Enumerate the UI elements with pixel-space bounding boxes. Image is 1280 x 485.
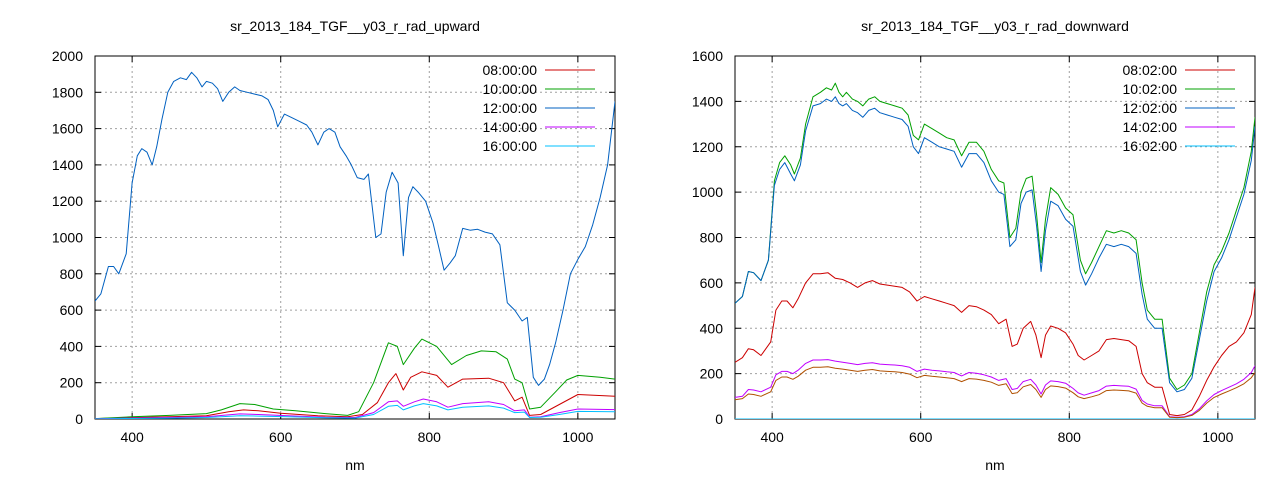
series-line-1 xyxy=(735,82,1255,390)
chart-1: sr_2013_184_TGF__y03_r_rad_downward 400 60… xyxy=(692,18,1256,473)
series-line-5 xyxy=(735,366,1255,419)
x-tick-label: 1000 xyxy=(1202,429,1233,445)
series-line-3 xyxy=(735,359,1255,418)
x-tick-label: 800 xyxy=(1058,429,1082,445)
y-tick-label: 1400 xyxy=(52,157,83,173)
series-line-0 xyxy=(95,371,615,419)
series-line-3 xyxy=(95,398,615,419)
x-tick-label: 800 xyxy=(418,429,442,445)
legend-label: 08:00:00 xyxy=(483,62,538,78)
y-tick-label: 400 xyxy=(60,338,84,354)
legend-label: 10:00:00 xyxy=(483,81,538,97)
legend-label: 16:02:00 xyxy=(1123,138,1178,154)
legend-label: 14:00:00 xyxy=(483,119,538,135)
y-tick-label: 800 xyxy=(700,230,724,246)
y-tick-label: 800 xyxy=(60,266,84,282)
y-tick-label: 0 xyxy=(75,411,83,427)
x-axis-label: nm xyxy=(985,457,1004,473)
x-tick-label: 1000 xyxy=(562,429,593,445)
series-line-1 xyxy=(95,338,615,419)
legend-label: 14:02:00 xyxy=(1123,119,1178,135)
series-line-4 xyxy=(95,403,615,419)
series-group xyxy=(95,71,615,419)
y-tick-label: 1600 xyxy=(52,121,83,137)
y-tick-label: 2000 xyxy=(52,48,83,64)
legend-label: 12:02:00 xyxy=(1123,100,1178,116)
y-tick-label: 400 xyxy=(700,320,724,336)
series-line-2 xyxy=(735,96,1255,393)
series-line-0 xyxy=(735,272,1255,417)
y-tick-label: 0 xyxy=(715,411,723,427)
x-axis-label: nm xyxy=(345,457,364,473)
y-tick-label: 200 xyxy=(60,375,84,391)
x-tick-label: 400 xyxy=(760,429,784,445)
chart-title: sr_2013_184_TGF__y03_r_rad_downward xyxy=(861,18,1129,34)
x-tick-label: 600 xyxy=(909,429,933,445)
x-tick-label: 400 xyxy=(120,429,144,445)
chart-title: sr_2013_184_TGF__y03_r_rad_upward xyxy=(230,18,480,34)
y-tick-label: 1000 xyxy=(692,184,723,200)
y-tick-label: 1200 xyxy=(52,193,83,209)
legend-label: 16:00:00 xyxy=(483,138,538,154)
y-tick-label: 1800 xyxy=(52,84,83,100)
y-tick-label: 1200 xyxy=(692,139,723,155)
y-tick-label: 600 xyxy=(700,275,724,291)
y-tick-label: 200 xyxy=(700,366,724,382)
y-tick-label: 1000 xyxy=(52,230,83,246)
chart-0: sr_2013_184_TGF__y03_r_rad_upward 400 600 8… xyxy=(52,18,616,473)
legend-label: 10:02:00 xyxy=(1123,81,1178,97)
legend-label: 12:00:00 xyxy=(483,100,538,116)
legend-label: 08:02:00 xyxy=(1123,62,1178,78)
y-tick-label: 1400 xyxy=(692,93,723,109)
series-line-2 xyxy=(95,71,615,386)
y-tick-label: 1600 xyxy=(692,48,723,64)
y-tick-label: 600 xyxy=(60,302,84,318)
series-group xyxy=(735,82,1255,419)
x-tick-label: 600 xyxy=(269,429,293,445)
